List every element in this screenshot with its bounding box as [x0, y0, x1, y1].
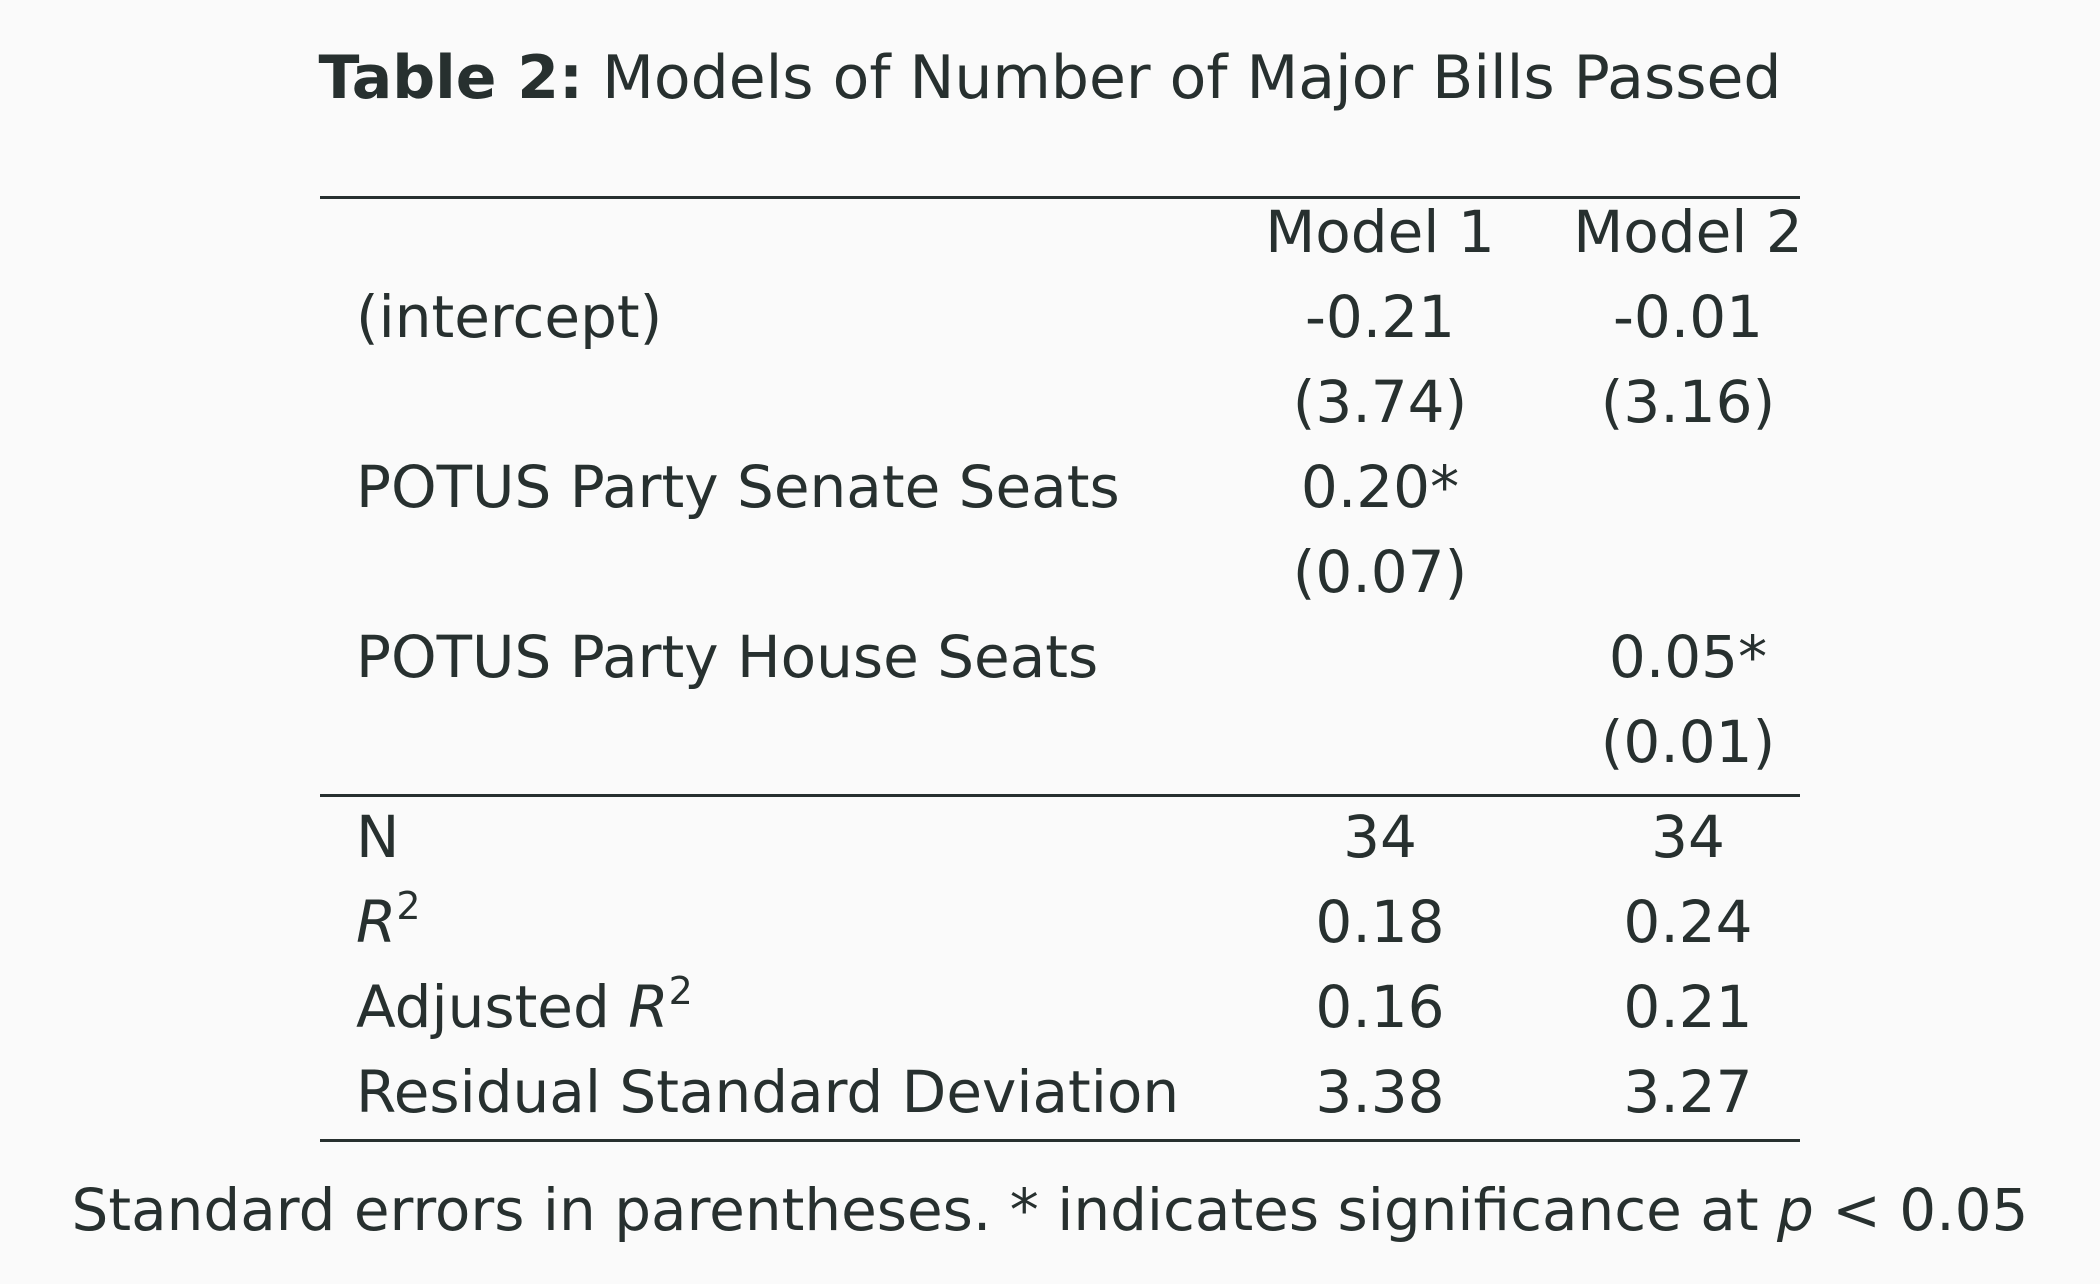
model-2-value: -0.01: [1612, 283, 1764, 351]
table-row: N 34 34: [320, 795, 1800, 880]
model-2-value: 34: [1651, 803, 1725, 871]
r-squared-exponent: 2: [668, 969, 693, 1014]
term-label: POTUS Party House Seats: [356, 623, 1099, 691]
table-row: R2 0.18 0.24: [320, 880, 1800, 965]
model-1-value: 3.38: [1315, 1058, 1445, 1126]
column-header-model-1: Model 1: [1265, 198, 1495, 266]
table-row: POTUS Party House Seats 0.05*: [320, 615, 1800, 700]
table-row: POTUS Party Senate Seats 0.20*: [320, 445, 1800, 530]
table-note: Standard errors in parentheses. * indica…: [0, 1170, 2100, 1250]
model-1-value: -0.21: [1304, 283, 1456, 351]
table-row-standard-errors: (0.01): [320, 700, 1800, 785]
model-1-value: 34: [1343, 803, 1417, 871]
top-rule: [320, 196, 1800, 199]
r-symbol: R: [356, 888, 397, 956]
note-threshold: < 0.05: [1813, 1176, 2029, 1244]
term-label: R2: [356, 880, 421, 965]
table-title: Models of Number of Major Bills Passed: [602, 43, 1782, 113]
model-2-value: 0.24: [1623, 888, 1753, 956]
term-label: N: [356, 803, 400, 871]
table-row-standard-errors: (3.74) (3.16): [320, 360, 1800, 445]
bottom-rule: [320, 1139, 1800, 1142]
adjusted-prefix: Adjusted: [356, 973, 629, 1041]
model-1-value: 0.16: [1315, 973, 1445, 1041]
term-label: Residual Standard Deviation: [356, 1058, 1180, 1126]
term-label: Adjusted R2: [356, 965, 693, 1050]
model-1-standard-error: (3.74): [1292, 368, 1468, 436]
r-symbol: R: [628, 973, 669, 1041]
r-squared-exponent: 2: [396, 884, 421, 929]
model-1-standard-error: (0.07): [1292, 538, 1468, 606]
table-row: Residual Standard Deviation 3.38 3.27: [320, 1050, 1800, 1135]
mid-rule: [320, 794, 1800, 797]
model-2-standard-error: (3.16): [1600, 368, 1776, 436]
table-row-standard-errors: (0.07): [320, 530, 1800, 615]
table-row: (intercept) -0.21 -0.01: [320, 275, 1800, 360]
model-2-standard-error: (0.01): [1600, 708, 1776, 776]
table-caption: Table 2: Models of Number of Major Bills…: [0, 36, 2100, 120]
note-text: Standard errors in parentheses. * indica…: [71, 1176, 1777, 1244]
model-2-value: 0.05*: [1608, 623, 1768, 691]
table-row: Adjusted R2 0.16 0.21: [320, 965, 1800, 1050]
table-label: Table 2:: [318, 43, 584, 113]
model-2-value: 0.21: [1623, 973, 1753, 1041]
model-1-value: 0.18: [1315, 888, 1445, 956]
term-label: (intercept): [356, 283, 663, 351]
model-1-value: 0.20*: [1300, 453, 1460, 521]
term-label: POTUS Party Senate Seats: [356, 453, 1120, 521]
model-2-value: 3.27: [1623, 1058, 1753, 1126]
p-symbol: p: [1777, 1176, 1814, 1244]
header-row: Model 1 Model 2: [320, 190, 1802, 275]
column-header-model-2: Model 2: [1573, 198, 1803, 266]
